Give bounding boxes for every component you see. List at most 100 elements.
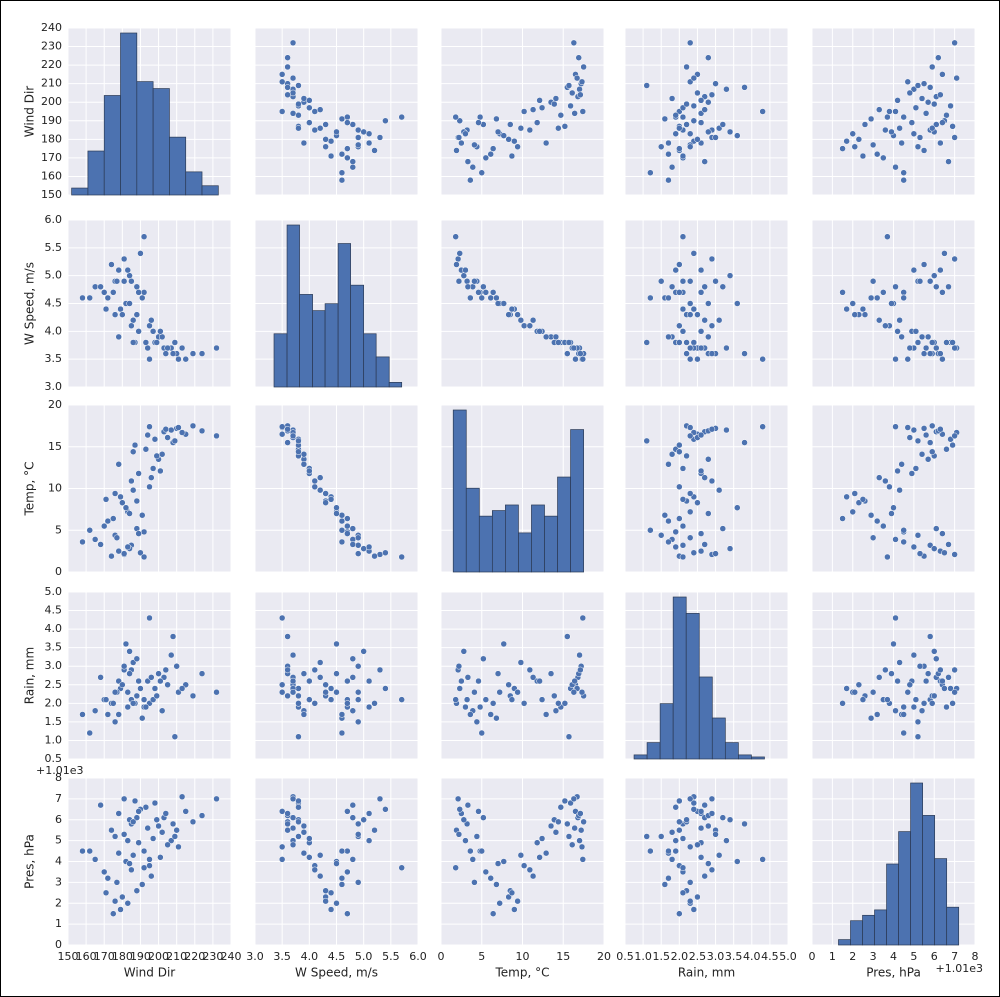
scatter-point (300, 95, 308, 102)
scatter-point (579, 355, 587, 363)
scatter-point (306, 854, 313, 861)
histogram-bar (185, 171, 203, 196)
scatter-point (213, 344, 220, 352)
scatter-point (918, 451, 926, 458)
scatter-point (555, 339, 562, 346)
histogram-bar (518, 532, 532, 573)
scatter-point (316, 659, 324, 666)
y-tick-label: 4.0 (45, 622, 63, 635)
scatter-point (914, 532, 922, 539)
scatter-point (167, 837, 175, 844)
scatter-point (565, 733, 573, 740)
scatter-point (398, 553, 405, 561)
scatter-point (520, 322, 528, 330)
scatter-point (564, 820, 571, 828)
scatter-point (471, 688, 478, 696)
scatter-point (104, 294, 112, 302)
scatter-point (398, 696, 405, 703)
scatter-point (126, 300, 133, 307)
histogram-bar (87, 150, 105, 196)
y-tick-label: 20 (48, 398, 62, 411)
scatter-point (284, 820, 291, 828)
x-tick-label: 220 (184, 950, 205, 963)
scatter-point (910, 651, 918, 659)
scatter-point (851, 143, 859, 151)
scatter-point (529, 872, 537, 880)
scatter-point (555, 700, 562, 707)
scatter-point (129, 700, 137, 707)
scatter-point (918, 333, 926, 341)
scatter-point (686, 490, 694, 497)
scatter-point (456, 685, 463, 692)
scatter-point (726, 816, 734, 823)
scatter-point (708, 322, 716, 330)
y-tick-label: 1.0 (45, 733, 63, 746)
scatter-point (171, 339, 179, 346)
scatter-point (690, 102, 698, 110)
scatter-point (452, 696, 459, 703)
scatter-point (661, 115, 669, 123)
scatter-point (690, 906, 698, 913)
scatter-point (686, 277, 694, 285)
scatter-point (939, 355, 946, 363)
scatter-point (333, 670, 340, 677)
histogram-bar (286, 224, 300, 388)
scatter-point (951, 666, 958, 674)
scatter-point (111, 688, 119, 696)
scatter-point (916, 277, 924, 285)
scatter-point (683, 816, 690, 823)
scatter-point (726, 545, 734, 552)
scatter-point (643, 339, 650, 346)
scatter-point (945, 541, 952, 548)
scatter-point (943, 339, 950, 346)
scatter-point (676, 483, 683, 491)
scatter-point (855, 681, 863, 689)
scatter-point (676, 448, 683, 456)
scatter-point (679, 305, 687, 313)
scatter-point (561, 700, 569, 707)
scatter-point (322, 887, 329, 894)
scatter-point (354, 688, 362, 696)
scatter-point (937, 266, 944, 274)
scatter-point (861, 121, 869, 128)
scatter-point (460, 816, 468, 823)
y-tick-label: 2.0 (45, 696, 63, 709)
scatter-point (493, 714, 500, 722)
scatter-point (129, 339, 137, 346)
scatter-point (467, 711, 474, 718)
scatter-point (135, 839, 142, 846)
scatter-point (151, 685, 159, 692)
scatter-point (679, 889, 687, 897)
scatter-point (949, 700, 956, 707)
scatter-point (131, 797, 139, 805)
scatter-point (926, 84, 934, 91)
scatter-point (906, 681, 914, 689)
scatter-point (723, 837, 730, 844)
scatter-point (676, 797, 683, 805)
scatter-point (79, 711, 86, 718)
scatter-point (462, 266, 469, 274)
scatter-point (316, 851, 324, 859)
scatter-point (471, 879, 478, 886)
histogram-bar (946, 906, 960, 946)
scatter-point (111, 490, 119, 497)
scatter-point (139, 714, 146, 722)
scatter-point (471, 141, 478, 149)
scatter-point (712, 277, 719, 285)
scatter-point (153, 339, 160, 346)
scatter-point (146, 862, 153, 869)
scatter-point (306, 835, 313, 842)
scatter-point (124, 837, 132, 844)
scatter-point (676, 441, 683, 449)
scatter-point (333, 860, 340, 867)
scatter-point (97, 283, 104, 291)
scatter-point (344, 530, 351, 537)
scatter-point (701, 474, 708, 481)
scatter-point (157, 328, 164, 335)
scatter-point (455, 134, 463, 141)
scatter-point (155, 670, 162, 677)
scatter-point (647, 169, 654, 176)
scatter-point (679, 113, 687, 121)
scatter-point (158, 829, 166, 836)
